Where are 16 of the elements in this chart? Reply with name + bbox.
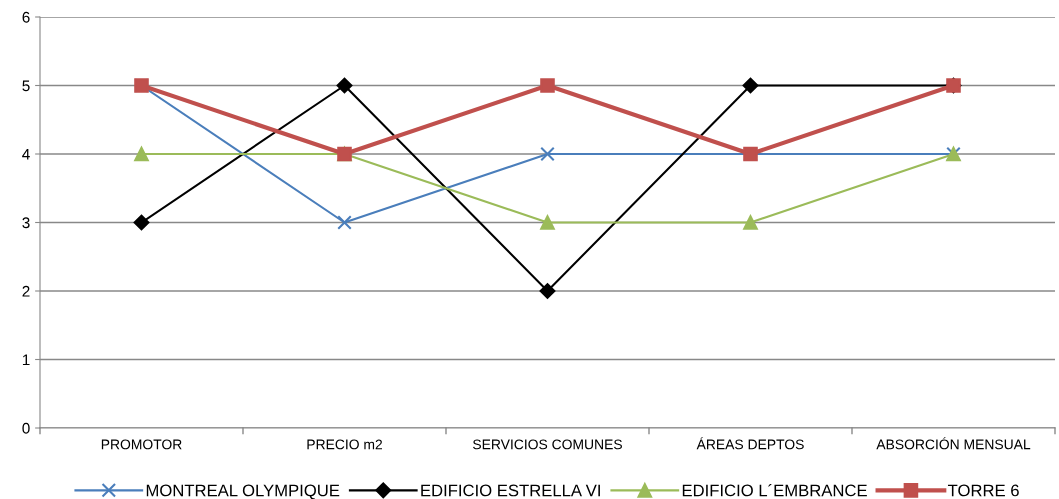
x-tick-label: PRECIO m2 (307, 439, 382, 450)
legend-label: MONTREAL OLYMPIQUE (146, 484, 340, 499)
x-tick-label: ÁREAS DEPTOS (696, 437, 804, 450)
y-tick-label: 5 (22, 80, 30, 92)
y-tick-label: 3 (22, 217, 30, 229)
y-tick-label: 0 (22, 422, 30, 434)
legend-label: EDIFICIO L´EMBRANCE (682, 483, 867, 497)
legend-label: TORRE 6 (947, 484, 1019, 497)
x-tick-label: PROMOTOR (101, 439, 182, 450)
y-tick-label: 6 (22, 11, 30, 23)
legend-label: EDIFICIO ESTRELLA VI (421, 484, 600, 497)
y-tick-label: 2 (22, 285, 30, 297)
x-tick-label: SERVICIOS COMUNES (473, 439, 622, 450)
x-tick-label: ABSORCIÓN MENSUAL (876, 437, 1031, 450)
y-tick-label: 4 (22, 149, 30, 160)
y-tick-label: 1 (22, 354, 30, 366)
